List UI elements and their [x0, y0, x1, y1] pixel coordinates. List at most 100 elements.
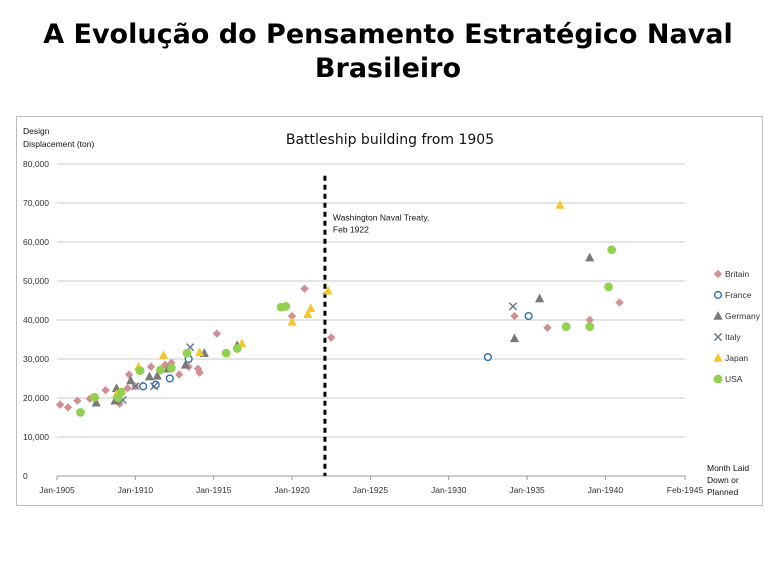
- chart-title: Battleship building from 1905: [286, 132, 494, 148]
- point-britain: [73, 396, 82, 405]
- x-tick-label: Jan-1940: [588, 485, 624, 495]
- axis-layer: 0 10,000 20,000 30,000 40,000 50,000 60,000 70,…: [23, 159, 703, 495]
- point-usa: [221, 348, 231, 358]
- legend-marker-france: [713, 290, 723, 300]
- point-japan: [303, 309, 313, 318]
- treaty-annotation-line-1: Washington Naval Treaty,: [333, 213, 429, 223]
- x-stroke: [150, 382, 159, 391]
- point-italy: [508, 302, 518, 311]
- legend: Britain France Germany Italy Japan USA: [713, 269, 761, 384]
- y-tick-label: 50,000: [23, 276, 49, 286]
- point-usa: [182, 348, 192, 358]
- point-usa: [607, 245, 617, 255]
- x-tick-label: Jan-1910: [118, 485, 154, 495]
- point-usa: [281, 301, 291, 311]
- point-germany: [534, 293, 545, 303]
- legend-label-japan: Japan: [725, 353, 748, 363]
- point-france: [165, 374, 174, 383]
- point-germany: [152, 370, 162, 380]
- legend-marker-italy: [713, 332, 723, 342]
- legend-item-italy: Italy: [713, 332, 741, 342]
- point-france: [524, 312, 533, 321]
- point-italy: [150, 382, 159, 391]
- point-france: [483, 352, 492, 362]
- x-stroke: [713, 332, 723, 342]
- grid-layer: [57, 163, 685, 477]
- point-germany: [585, 252, 595, 262]
- series-germany: [91, 252, 595, 407]
- x-tick-label: Jan-1930: [431, 485, 467, 495]
- point-usa: [156, 365, 165, 375]
- x-tick-label: Jan-1905: [39, 485, 75, 495]
- x-axis-label-line-1: Month Laid: [707, 463, 749, 473]
- point-britain: [175, 370, 184, 379]
- point-japan: [158, 350, 169, 359]
- treaty-annotation-line-2: Feb 1922: [333, 224, 369, 234]
- x-axis-label-line-2: Down or: [707, 475, 739, 485]
- point-japan: [323, 285, 333, 295]
- point-britain: [212, 329, 222, 338]
- point-britain: [63, 403, 73, 412]
- y-tick-label: 0: [23, 471, 28, 481]
- y-tick-label: 60,000: [23, 237, 49, 247]
- y-axis-label-line-2: Displacement (ton): [23, 139, 95, 149]
- point-usa: [116, 387, 126, 397]
- x-tick-label: Feb-1945: [667, 485, 704, 495]
- legend-marker-germany: [713, 311, 723, 320]
- legend-item-germany: Germany: [713, 311, 761, 321]
- point-britain: [585, 315, 594, 325]
- y-tick-label: 80,000: [23, 159, 49, 169]
- legend-marker-japan: [713, 353, 723, 362]
- x-axis-label-line-3: Planned: [707, 487, 738, 497]
- point-france: [139, 382, 148, 391]
- x-tick-label: Jan-1935: [509, 485, 545, 495]
- point-usa: [232, 344, 242, 353]
- annotation-layer: Washington Naval Treaty, Feb 1922: [323, 175, 429, 476]
- y-axis-label-line-1: Design: [23, 126, 50, 136]
- point-germany: [144, 371, 155, 381]
- point-britain: [300, 284, 309, 293]
- legend-item-usa: USA: [713, 374, 743, 384]
- point-germany: [509, 333, 520, 343]
- point-britain: [327, 333, 336, 342]
- point-japan: [287, 316, 297, 326]
- series-italy: [118, 302, 518, 405]
- point-britain: [146, 362, 156, 371]
- legend-item-france: France: [713, 290, 752, 300]
- point-britain: [195, 368, 204, 377]
- point-britain: [101, 386, 110, 395]
- point-italy: [131, 382, 140, 391]
- point-britain: [287, 311, 297, 321]
- y-tick-label: 10,000: [23, 432, 49, 442]
- series-britain: [55, 284, 624, 412]
- legend-label-italy: Italy: [725, 332, 741, 342]
- legend-label-germany: Germany: [725, 311, 761, 321]
- point-usa: [166, 363, 176, 373]
- point-germany: [126, 375, 136, 385]
- slide-title-line-1: A Evolução do Pensamento Estratégico Nav…: [43, 19, 733, 50]
- legend-label-france: France: [725, 290, 752, 300]
- legend-item-japan: Japan: [713, 353, 748, 363]
- x-stroke: [508, 302, 518, 311]
- legend-label-britain: Britain: [725, 269, 749, 279]
- y-tick-label: 40,000: [23, 315, 49, 325]
- y-tick-label: 30,000: [23, 354, 49, 364]
- chart-frame: 0 10,000 20,000 30,000 40,000 50,000 60,000 70,…: [16, 116, 763, 506]
- point-japan: [555, 199, 565, 209]
- x-tick-label: Jan-1915: [196, 485, 232, 495]
- point-usa: [585, 322, 595, 332]
- point-japan: [306, 303, 316, 313]
- x-stroke: [118, 395, 127, 405]
- y-tick-label: 70,000: [23, 198, 49, 208]
- point-germany: [91, 397, 101, 407]
- point-britain: [510, 311, 519, 321]
- legend-label-usa: USA: [725, 374, 743, 384]
- battleship-scatter-chart: 0 10,000 20,000 30,000 40,000 50,000 60,000 70,…: [23, 126, 761, 497]
- point-japan: [194, 347, 205, 357]
- point-usa: [604, 282, 613, 292]
- points-layer: [55, 199, 624, 417]
- slide-title: A Evolução do Pensamento Estratégico Nav…: [0, 18, 776, 86]
- point-britain: [85, 394, 95, 403]
- point-britain: [543, 323, 552, 332]
- point-britain: [55, 400, 65, 409]
